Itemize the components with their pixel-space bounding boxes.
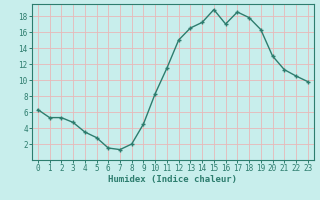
X-axis label: Humidex (Indice chaleur): Humidex (Indice chaleur) (108, 175, 237, 184)
